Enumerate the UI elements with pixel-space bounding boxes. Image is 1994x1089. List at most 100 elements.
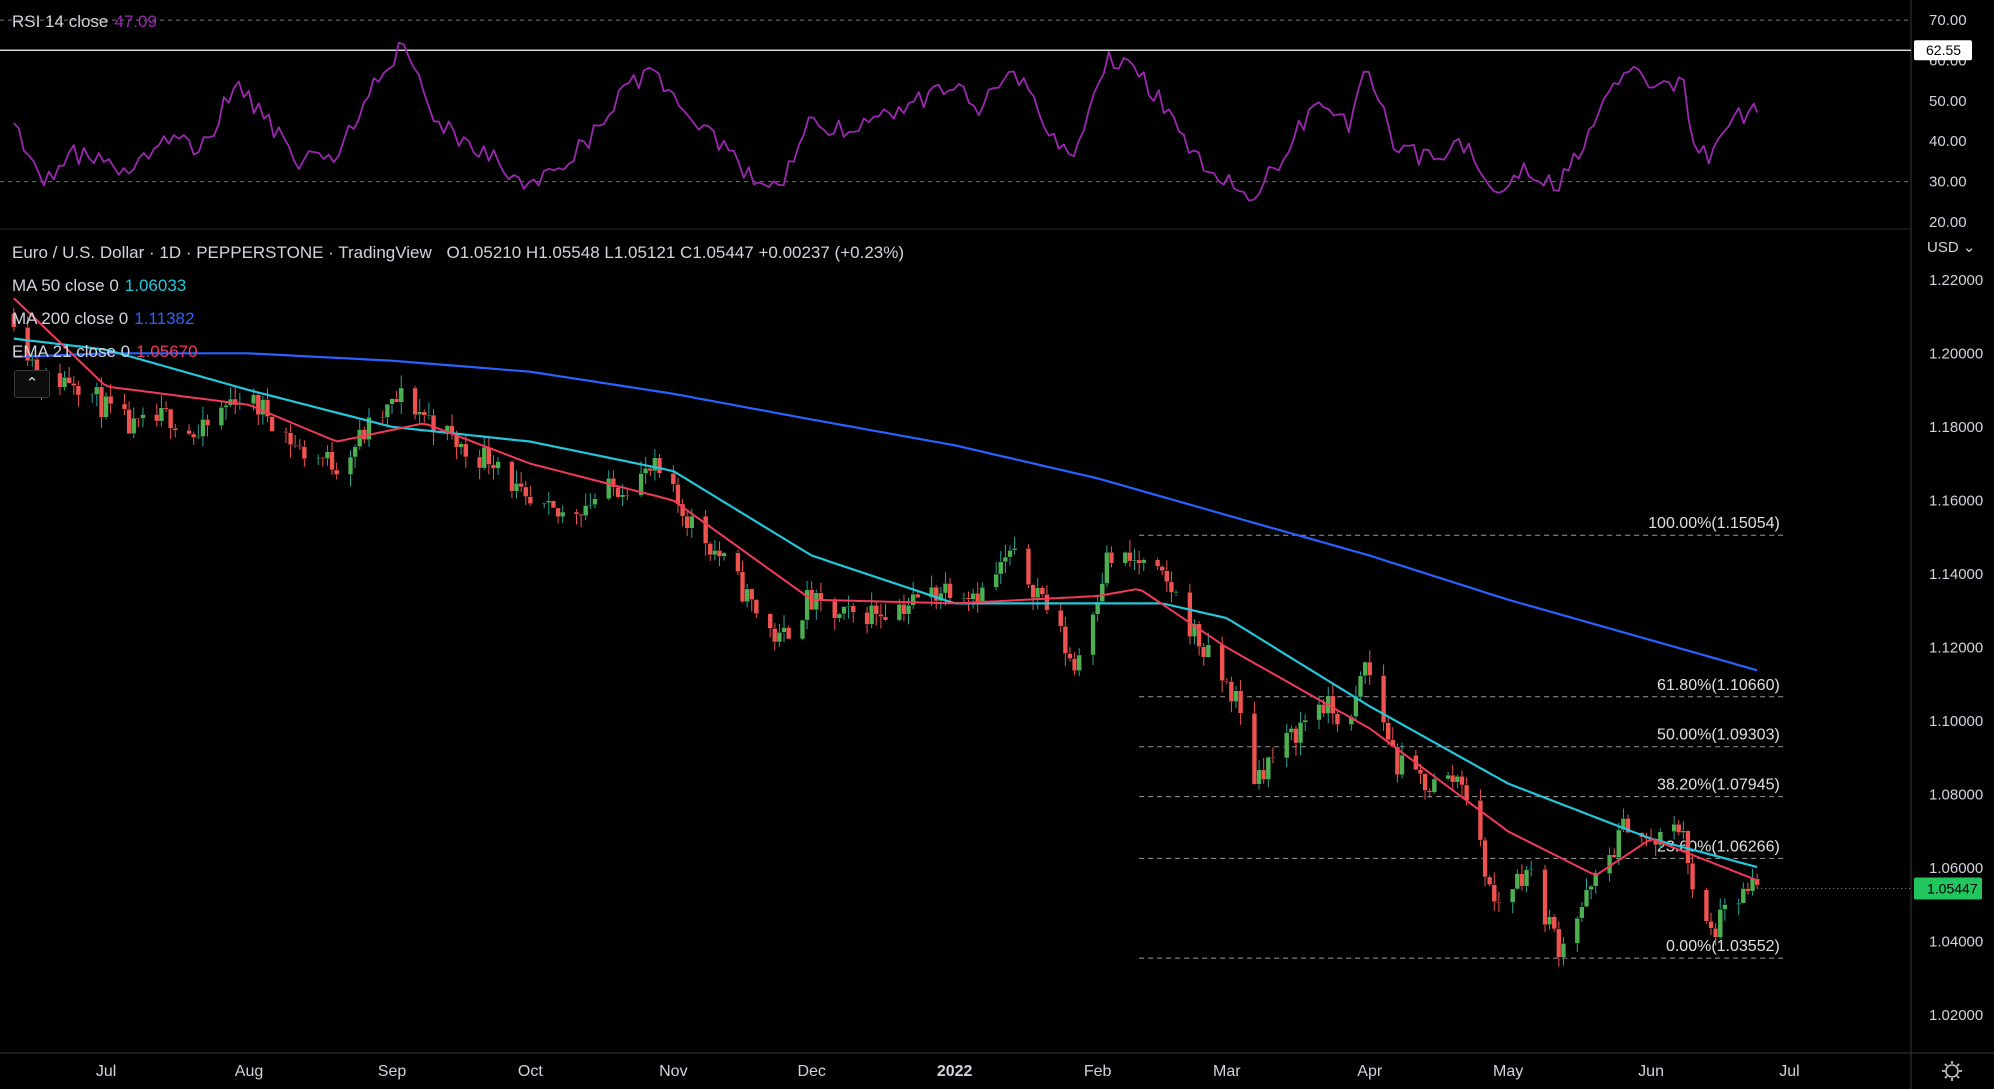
time-tick-2: Sep xyxy=(378,1063,407,1080)
candle-body-237 xyxy=(1547,916,1553,926)
candle-body-100 xyxy=(656,457,663,474)
candle-body-156 xyxy=(1025,548,1032,585)
candle-body-76 xyxy=(509,461,515,492)
candle-body-258 xyxy=(1680,830,1686,833)
candle-body-135 xyxy=(882,616,889,621)
candle-body-190 xyxy=(1238,690,1244,714)
gear-tooth-1 xyxy=(1956,1075,1960,1079)
candle-body-195 xyxy=(1270,756,1276,759)
candle-body-71 xyxy=(477,456,483,469)
collapse-legend-button[interactable]: ⌃ xyxy=(14,370,50,398)
candle-body-73 xyxy=(486,447,492,465)
candle-body-140 xyxy=(915,593,921,598)
candle-body-10 xyxy=(75,385,82,396)
candle-body-144 xyxy=(942,583,949,594)
candle-body-235 xyxy=(1528,869,1534,871)
price-tick-8: 1.06000 xyxy=(1929,860,1983,877)
ma200-legend: MA 200 close 0 1.11382 xyxy=(12,309,194,329)
candle-body-145 xyxy=(947,583,953,599)
candle-body-186 xyxy=(1219,644,1225,681)
rsi-tick-0: 70.00 xyxy=(1929,12,1967,29)
candle-body-148 xyxy=(970,593,976,600)
rsi-legend: RSI 14 close 47.09 xyxy=(12,12,157,32)
candle-body-240 xyxy=(1560,943,1567,958)
candle-body-201 xyxy=(1316,704,1322,721)
ma200-value: 1.11382 xyxy=(134,309,195,328)
candle-body-21 xyxy=(154,414,160,422)
rsi-tick-4: 30.00 xyxy=(1929,174,1967,191)
candle-body-9 xyxy=(71,383,77,386)
candle-body-157 xyxy=(1030,584,1036,599)
candle-body-174 xyxy=(1136,559,1142,564)
candle-body-269 xyxy=(1749,878,1756,892)
candle-body-115 xyxy=(753,599,759,614)
last-price-value: 1.05447 xyxy=(1927,880,1978,896)
candle-body-227 xyxy=(1482,839,1488,878)
ma50-legend: MA 50 close 0 1.06033 xyxy=(12,276,186,296)
candle-body-92 xyxy=(610,478,616,488)
candle-body-164 xyxy=(1071,658,1078,671)
candle-body-99 xyxy=(652,457,658,472)
settings-gear-icon[interactable] xyxy=(1942,1061,1962,1081)
candle-body-175 xyxy=(1141,559,1147,564)
candle-body-46 xyxy=(315,458,321,460)
candle-body-265 xyxy=(1722,904,1728,910)
candle-body-64 xyxy=(426,414,432,417)
candle-body-150 xyxy=(979,587,985,604)
ma200-label: MA 200 close 0 xyxy=(12,309,129,328)
candle-body-36 xyxy=(251,394,257,405)
candle-body-180 xyxy=(1173,592,1179,594)
candle-body-217 xyxy=(1417,769,1424,775)
candle-body-87 xyxy=(578,513,584,516)
candle-body-31 xyxy=(218,407,224,426)
candle-body-185 xyxy=(1205,644,1211,658)
candle-body-243 xyxy=(1583,889,1590,907)
candle-body-104 xyxy=(684,515,690,529)
candle-body-270 xyxy=(1754,878,1760,886)
candle-body-82 xyxy=(546,500,552,503)
currency-selector[interactable]: USD ⌄ xyxy=(1927,238,1975,256)
candle-body-151 xyxy=(993,573,999,588)
candle-body-134 xyxy=(878,614,884,617)
candle-body-239 xyxy=(1556,928,1562,958)
candle-body-131 xyxy=(864,612,870,625)
candle-body-228 xyxy=(1487,876,1493,885)
candle-body-8 xyxy=(66,377,72,384)
candle-body-155 xyxy=(1012,548,1018,551)
candle-body-188 xyxy=(1228,681,1234,702)
candle-body-112 xyxy=(739,571,746,603)
candle-body-56 xyxy=(380,416,386,419)
candle-body-13 xyxy=(98,386,105,418)
candle-body-58 xyxy=(389,398,395,405)
candle-body-32 xyxy=(223,405,229,408)
candle-body-200 xyxy=(1302,719,1308,723)
price-tick-9: 1.04000 xyxy=(1929,934,1983,951)
candle-body-15 xyxy=(108,395,114,405)
candle-body-48 xyxy=(324,451,331,459)
candle-body-161 xyxy=(1058,609,1064,627)
candle-body-211 xyxy=(1380,675,1387,723)
time-tick-12: Jul xyxy=(1779,1063,1799,1080)
candle-body-133 xyxy=(873,604,879,615)
candle-body-40 xyxy=(269,416,275,432)
candle-body-202 xyxy=(1321,704,1327,714)
time-tick-7: Feb xyxy=(1084,1063,1112,1080)
candle-body-177 xyxy=(1159,566,1165,571)
candle-body-210 xyxy=(1367,661,1373,676)
candle-body-23 xyxy=(163,407,169,410)
time-tick-1: Aug xyxy=(235,1063,263,1080)
candle-body-196 xyxy=(1284,732,1290,759)
fib-label-0: 100.00%(1.15054) xyxy=(1648,515,1780,532)
candle-body-128 xyxy=(841,606,847,615)
rsi-cursor-value: 62.55 xyxy=(1926,42,1961,58)
candle-body-163 xyxy=(1067,653,1073,659)
candle-body-171 xyxy=(1122,552,1128,564)
candle-body-98 xyxy=(647,468,653,472)
candle-body-55 xyxy=(366,416,372,440)
candle-body-137 xyxy=(901,603,907,615)
candle-body-42 xyxy=(287,432,294,446)
last-price-badge xyxy=(1914,877,1982,900)
candle-body-101 xyxy=(670,473,676,485)
candle-body-198 xyxy=(1293,728,1299,744)
